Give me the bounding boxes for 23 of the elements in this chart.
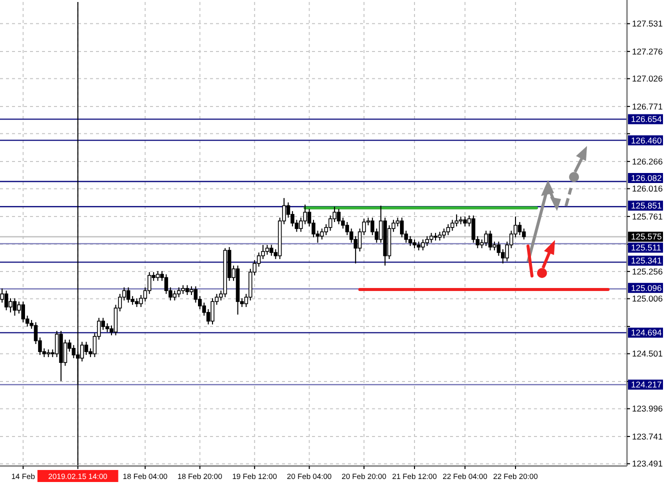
- ref-line-label: 126.082: [631, 172, 662, 183]
- y-tick-label: 124.501: [632, 348, 663, 359]
- ref-line-label: 125.575: [631, 232, 662, 242]
- y-tick-label: 127.531: [632, 18, 663, 29]
- y-tick-label: 123.996: [632, 404, 663, 414]
- y-tick-label: 126.016: [632, 184, 663, 194]
- ref-line-label: 124.694: [631, 328, 662, 338]
- ref-line-label: 125.511: [631, 242, 662, 253]
- y-tick-label: 126.771: [632, 101, 663, 112]
- y-tick-label: 126.266: [632, 156, 663, 166]
- ref-line-label: 126.654: [631, 114, 662, 124]
- ref-line-label: 125.341: [631, 256, 662, 266]
- y-tick-label: 125.761: [632, 211, 663, 222]
- y-tick-label: 123.741: [632, 431, 663, 442]
- ref-line-label: 126.460: [631, 135, 662, 146]
- ref-line-label: 124.217: [631, 380, 662, 390]
- y-tick-label: 127.276: [632, 46, 663, 56]
- ref-line-label: 125.851: [631, 200, 662, 211]
- y-tick-label: 125.006: [632, 294, 663, 304]
- y-tick-label: 127.026: [632, 74, 663, 84]
- y-tick-label: 125.256: [632, 266, 663, 276]
- y-tick-label: 123.491: [632, 458, 663, 469]
- ref-line-label: 125.096: [631, 282, 662, 293]
